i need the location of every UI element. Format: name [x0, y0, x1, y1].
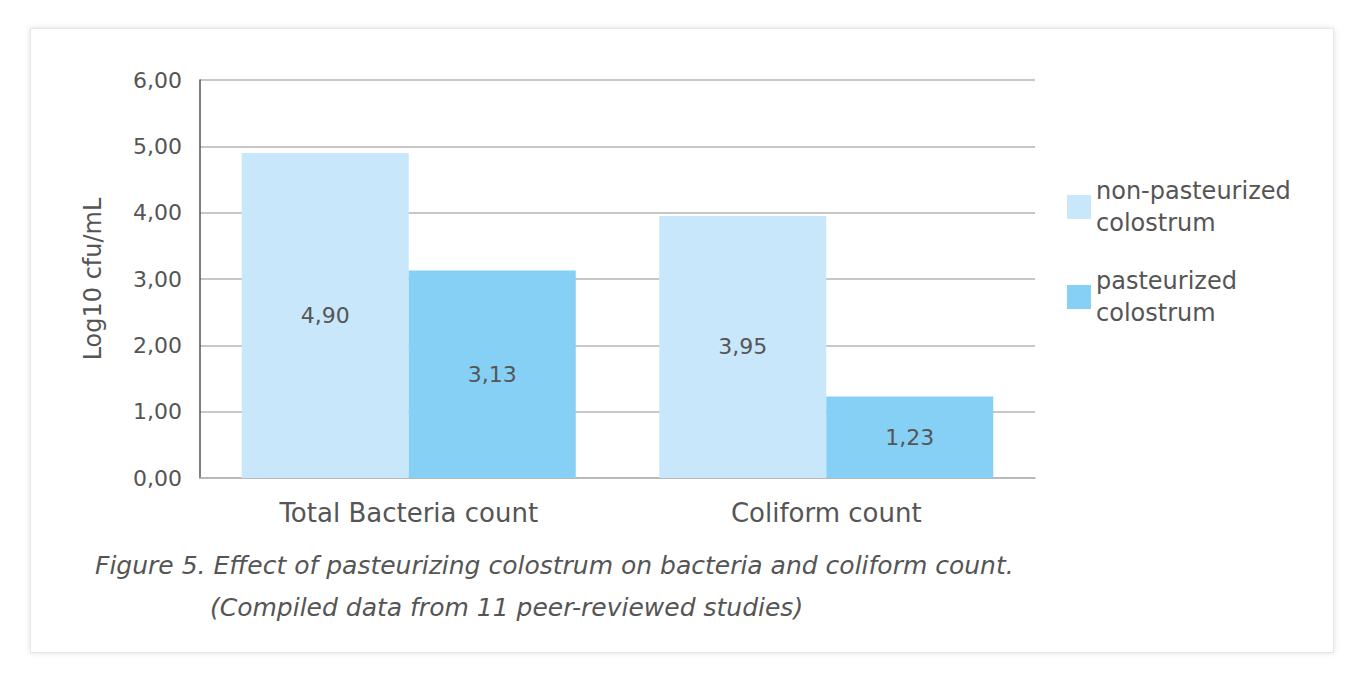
svg-text:Coliform count: Coliform count	[731, 498, 922, 528]
svg-text:3,00: 3,00	[133, 267, 182, 292]
svg-text:Figure 5. Effect of pasteurizi: Figure 5. Effect of pasteurizing colostr…	[95, 551, 1014, 580]
svg-text:5,00: 5,00	[133, 134, 182, 159]
svg-text:3,13: 3,13	[468, 362, 517, 387]
svg-text:colostrum: colostrum	[1096, 209, 1216, 237]
svg-text:4,00: 4,00	[133, 200, 182, 225]
svg-text:4,90: 4,90	[301, 303, 350, 328]
svg-text:3,95: 3,95	[718, 334, 767, 359]
svg-text:2,00: 2,00	[133, 333, 182, 358]
svg-text:6,00: 6,00	[133, 68, 182, 93]
svg-text:Log10 cfu/mL: Log10 cfu/mL	[79, 197, 107, 360]
svg-text:0,00: 0,00	[133, 466, 182, 491]
svg-text:(Compiled data from 11 peer-re: (Compiled data from 11 peer-reviewed stu…	[210, 593, 803, 622]
svg-text:non-pasteurized: non-pasteurized	[1096, 177, 1291, 205]
svg-text:1,00: 1,00	[133, 399, 182, 424]
svg-text:pasteurized: pasteurized	[1096, 267, 1237, 295]
svg-text:1,23: 1,23	[885, 425, 934, 450]
svg-text:Total Bacteria count: Total Bacteria count	[278, 498, 538, 528]
svg-text:colostrum: colostrum	[1096, 299, 1216, 327]
